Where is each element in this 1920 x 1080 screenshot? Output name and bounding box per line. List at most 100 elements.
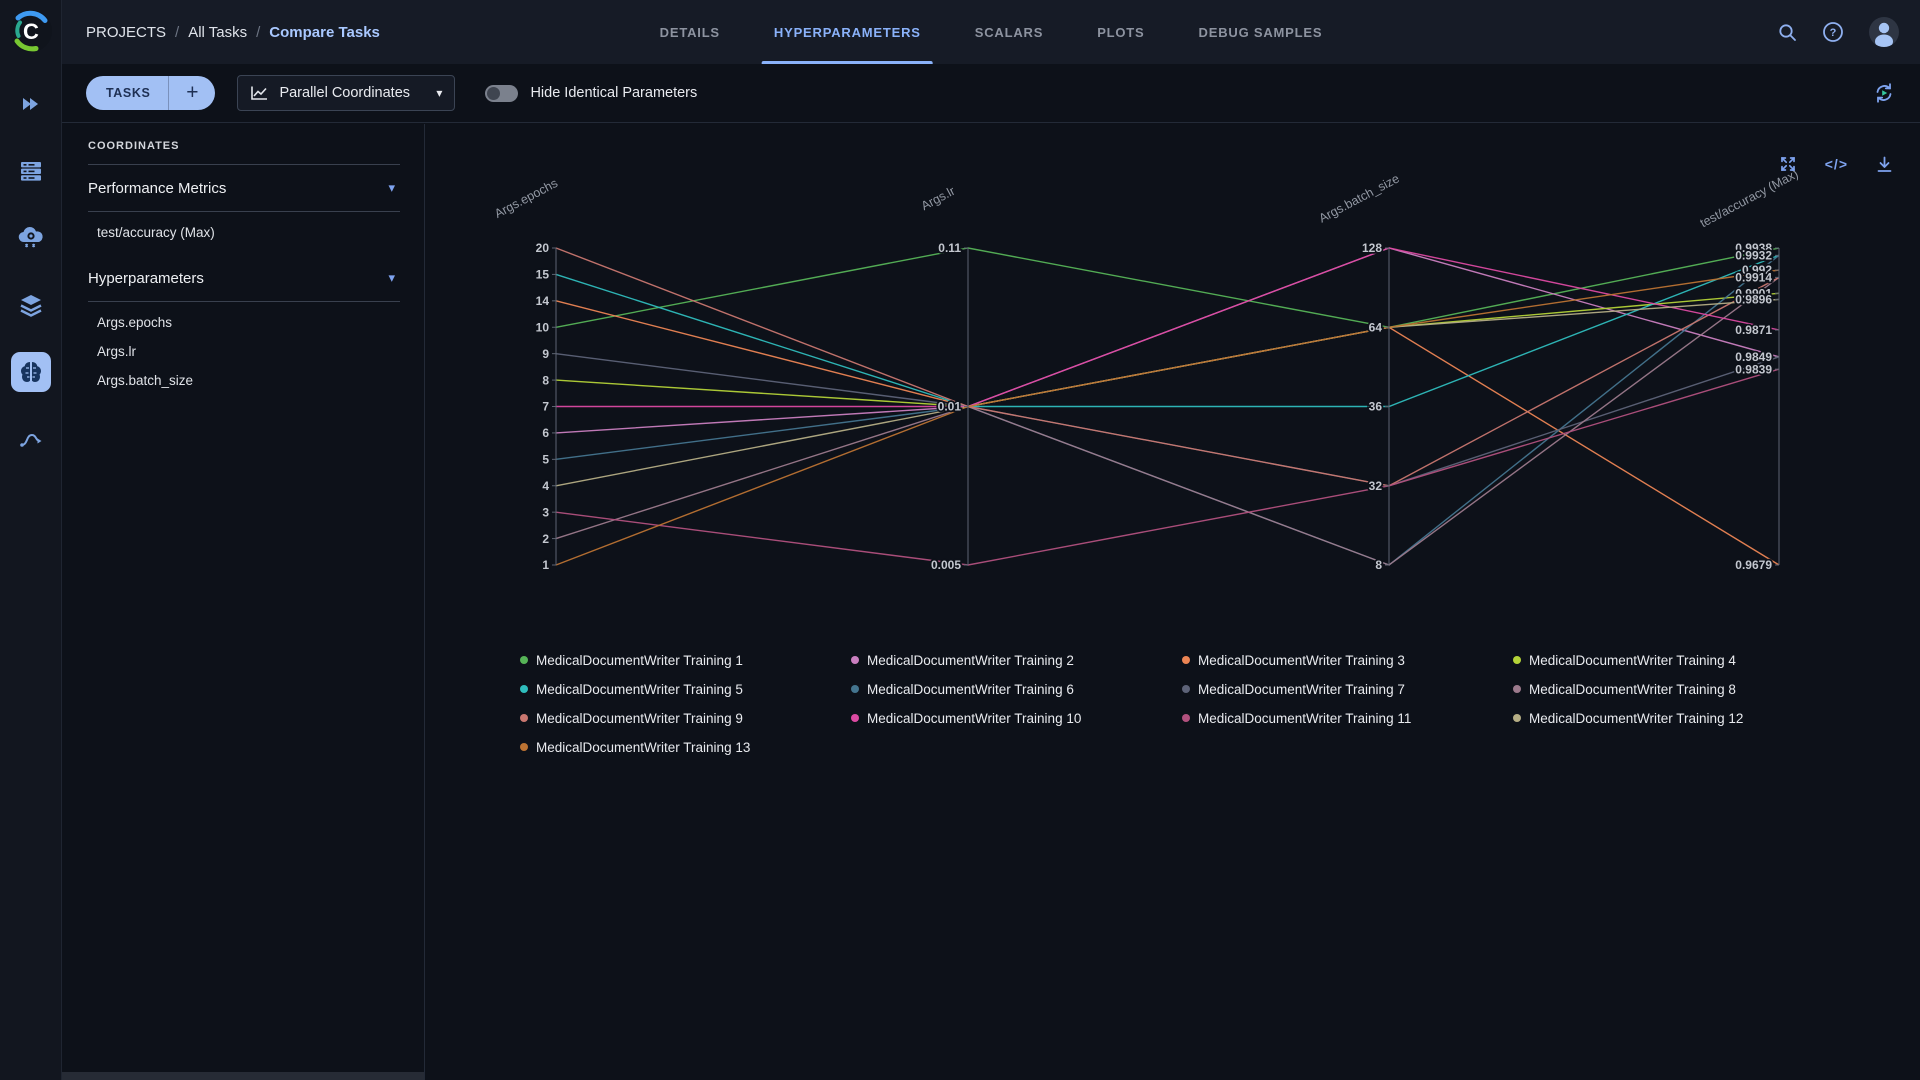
- legend-label: MedicalDocumentWriter Training 4: [1529, 652, 1736, 668]
- legend-item[interactable]: MedicalDocumentWriter Training 5: [520, 677, 851, 701]
- download-chart-button[interactable]: [1875, 155, 1894, 174]
- series-line: [555, 254, 1780, 408]
- tick-label: 0.9901: [1735, 286, 1772, 300]
- refresh-button[interactable]: [1872, 81, 1896, 105]
- tick-label: 0.9871: [1735, 323, 1772, 337]
- add-task-button[interactable]: +: [169, 76, 215, 110]
- sidebar-item-runs[interactable]: [11, 84, 51, 124]
- legend-label: MedicalDocumentWriter Training 13: [536, 739, 751, 755]
- legend-label: MedicalDocumentWriter Training 12: [1529, 710, 1744, 726]
- tick-label: 4: [542, 479, 549, 493]
- sidebar-item-workers[interactable]: [11, 218, 51, 258]
- clearml-logo-icon: C: [10, 10, 52, 52]
- legend-item[interactable]: MedicalDocumentWriter Training 8: [1513, 677, 1844, 701]
- breadcrumb-item[interactable]: Compare Tasks: [269, 23, 380, 41]
- sidebar-item-datasets[interactable]: [11, 285, 51, 325]
- clearml-logo[interactable]: C: [8, 8, 54, 54]
- chart-actions: </>: [1778, 154, 1894, 174]
- series-line: [555, 254, 1780, 566]
- sidebar-item-queues[interactable]: [11, 151, 51, 191]
- tab-plots[interactable]: PLOTS: [1097, 24, 1145, 40]
- legend-item[interactable]: MedicalDocumentWriter Training 12: [1513, 706, 1844, 730]
- hide-identical-toggle[interactable]: [485, 84, 519, 102]
- breadcrumb-separator: /: [256, 23, 261, 41]
- legend-item[interactable]: MedicalDocumentWriter Training 9: [520, 706, 851, 730]
- legend-item[interactable]: MedicalDocumentWriter Training 11: [1182, 706, 1513, 730]
- tick-label: 128: [1362, 241, 1382, 255]
- legend-item[interactable]: MedicalDocumentWriter Training 13: [520, 735, 851, 759]
- tick-label: 36: [1369, 400, 1383, 414]
- tick-label: 8: [1375, 558, 1382, 572]
- tick-label: 3: [542, 505, 549, 519]
- tab-scalars[interactable]: SCALARS: [974, 24, 1044, 40]
- tick-label: 32: [1369, 479, 1383, 493]
- expand-icon: [1780, 157, 1795, 171]
- legend-item[interactable]: MedicalDocumentWriter Training 7: [1182, 677, 1513, 701]
- tab-bar: DETAILS HYPERPARAMETERS SCALARS PLOTS DEBUG …: [656, 0, 1327, 64]
- user-menu-button[interactable]: [1868, 16, 1900, 48]
- tick-label: 8: [542, 373, 549, 387]
- chart-area: </> Args.epochs 20 15 14 10 9 8 7 6 5 4 3 2 1 Args.lr 0…: [426, 124, 1920, 1080]
- legend-dot-icon: [851, 714, 859, 722]
- legend-label: MedicalDocumentWriter Training 8: [1529, 681, 1736, 697]
- view-selector-dropdown[interactable]: Parallel Coordinates ▾: [237, 75, 456, 111]
- legend-label: MedicalDocumentWriter Training 7: [1198, 681, 1405, 697]
- tick-label: 5: [542, 453, 549, 467]
- tab-details[interactable]: DETAILS: [659, 24, 720, 40]
- series-line: [555, 292, 1780, 408]
- tasks-button[interactable]: TASKS: [86, 76, 168, 110]
- tab-hyperparameters[interactable]: HYPERPARAMETERS: [761, 0, 933, 64]
- line-chart-icon: [251, 86, 268, 100]
- series-line: [555, 353, 1780, 487]
- legend-item[interactable]: MedicalDocumentWriter Training 1: [520, 648, 851, 672]
- tick-label: 0.005: [931, 558, 961, 572]
- embed-code-button[interactable]: </>: [1825, 156, 1848, 172]
- user-avatar: [1869, 17, 1899, 47]
- legend-dot-icon: [1513, 656, 1521, 664]
- chevron-down-icon: ▾: [388, 270, 395, 285]
- legend-item[interactable]: MedicalDocumentWriter Training 2: [851, 648, 1182, 672]
- legend-dot-icon: [1182, 685, 1190, 693]
- pipeline-icon: [20, 433, 42, 447]
- legend-item[interactable]: MedicalDocumentWriter Training 4: [1513, 648, 1844, 672]
- brain-icon: [21, 362, 41, 382]
- legend-item[interactable]: MedicalDocumentWriter Training 10: [851, 706, 1182, 730]
- help-button[interactable]: ?: [1822, 21, 1844, 43]
- legend-item[interactable]: MedicalDocumentWriter Training 3: [1182, 648, 1513, 672]
- tick-label: 6: [542, 426, 549, 440]
- legend-dot-icon: [520, 714, 528, 722]
- legend-label: MedicalDocumentWriter Training 3: [1198, 652, 1405, 668]
- hide-identical-group: Hide Identical Parameters: [485, 84, 698, 102]
- tick-label: 0.9914: [1735, 271, 1772, 285]
- tick-label: 15: [536, 268, 550, 282]
- sidebar-item-pipelines[interactable]: [11, 419, 51, 459]
- legend-dot-icon: [520, 656, 528, 664]
- tick-label: 0.9679: [1735, 558, 1772, 572]
- coord-section-toggle[interactable]: Performance Metrics ▾: [88, 165, 403, 211]
- coord-item[interactable]: Args.batch_size: [97, 373, 194, 388]
- panel-title: COORDINATES: [88, 140, 180, 152]
- legend-item[interactable]: MedicalDocumentWriter Training 6: [851, 677, 1182, 701]
- legend-label: MedicalDocumentWriter Training 11: [1198, 710, 1412, 726]
- tab-debug-samples[interactable]: DEBUG SAMPLES: [1198, 24, 1323, 40]
- chart-legend: MedicalDocumentWriter Training 1 MedicalD…: [520, 648, 1844, 759]
- top-header: PROJECTS / All Tasks / Compare Tasks DETAILS…: [62, 0, 1920, 64]
- hide-identical-label: Hide Identical Parameters: [530, 85, 698, 101]
- breadcrumb-item[interactable]: All Tasks: [188, 23, 248, 41]
- coord-section-toggle[interactable]: Hyperparameters ▾: [88, 255, 403, 301]
- series-line: [555, 298, 1780, 487]
- toggle-knob: [487, 86, 501, 100]
- search-button[interactable]: [1777, 22, 1798, 43]
- maximize-chart-button[interactable]: [1778, 154, 1798, 174]
- breadcrumb-item[interactable]: PROJECTS: [86, 23, 167, 41]
- coord-item[interactable]: test/accuracy (Max): [97, 225, 215, 240]
- axis-title: Args.batch_size: [1317, 171, 1402, 225]
- sidebar-item-models[interactable]: [11, 352, 51, 392]
- coord-item[interactable]: Args.lr: [97, 344, 137, 359]
- series-line: [555, 247, 1780, 487]
- legend-dot-icon: [1513, 714, 1521, 722]
- breadcrumb-separator: /: [175, 23, 180, 41]
- panel-scrollbar[interactable]: [62, 1072, 424, 1080]
- coord-item[interactable]: Args.epochs: [97, 315, 173, 330]
- legend-dot-icon: [851, 685, 859, 693]
